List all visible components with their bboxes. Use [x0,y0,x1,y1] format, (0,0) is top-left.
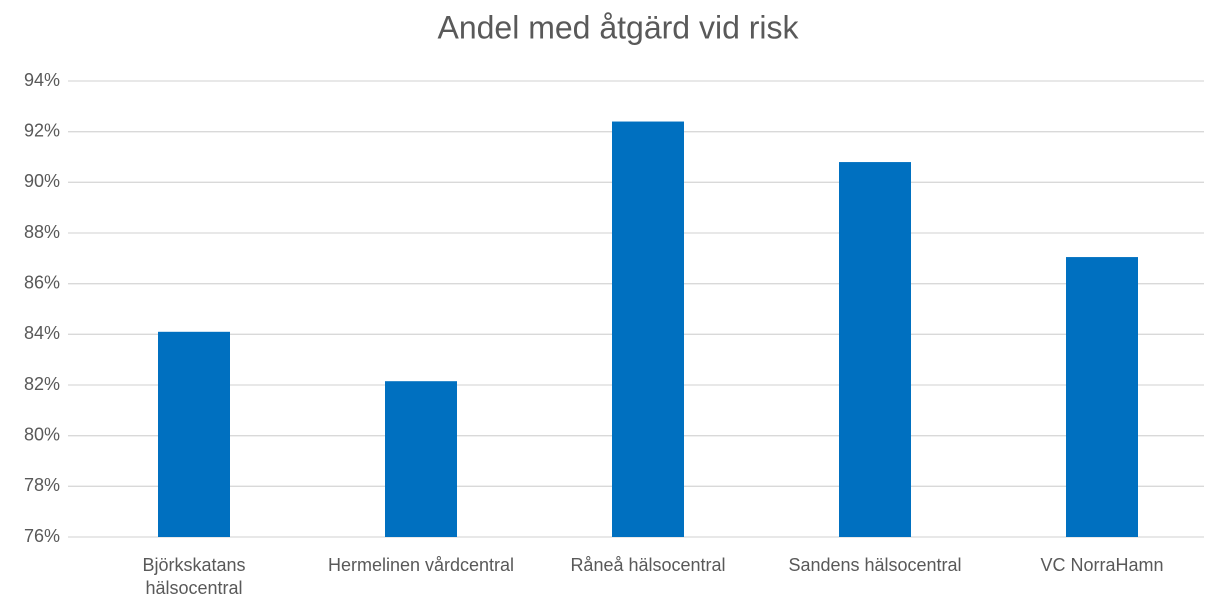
x-tick-label: Råneå hälsocentral [570,555,725,575]
y-tick-label: 90% [24,171,60,191]
y-tick-label: 82% [24,374,60,394]
y-tick-label: 80% [24,424,60,444]
y-tick-label: 78% [24,475,60,495]
y-tick-label: 88% [24,222,60,242]
y-tick-label: 92% [24,120,60,140]
bar [1066,257,1138,537]
bar [385,381,457,537]
bar [158,331,230,537]
x-tick-label: Sandens hälsocentral [788,555,961,575]
y-tick-label: 94% [24,70,60,90]
y-tick-label: 76% [24,526,60,546]
y-tick-label: 84% [24,323,60,343]
x-tick-label: Björkskatans hälsocentral [142,555,245,598]
chart-title: Andel med åtgärd vid risk [437,9,799,45]
bar [612,121,684,538]
y-tick-label: 86% [24,272,60,292]
bar [839,162,911,538]
x-tick-label: VC NorraHamn [1040,555,1163,575]
x-tick-label: Hermelinen vårdcentral [328,555,514,575]
